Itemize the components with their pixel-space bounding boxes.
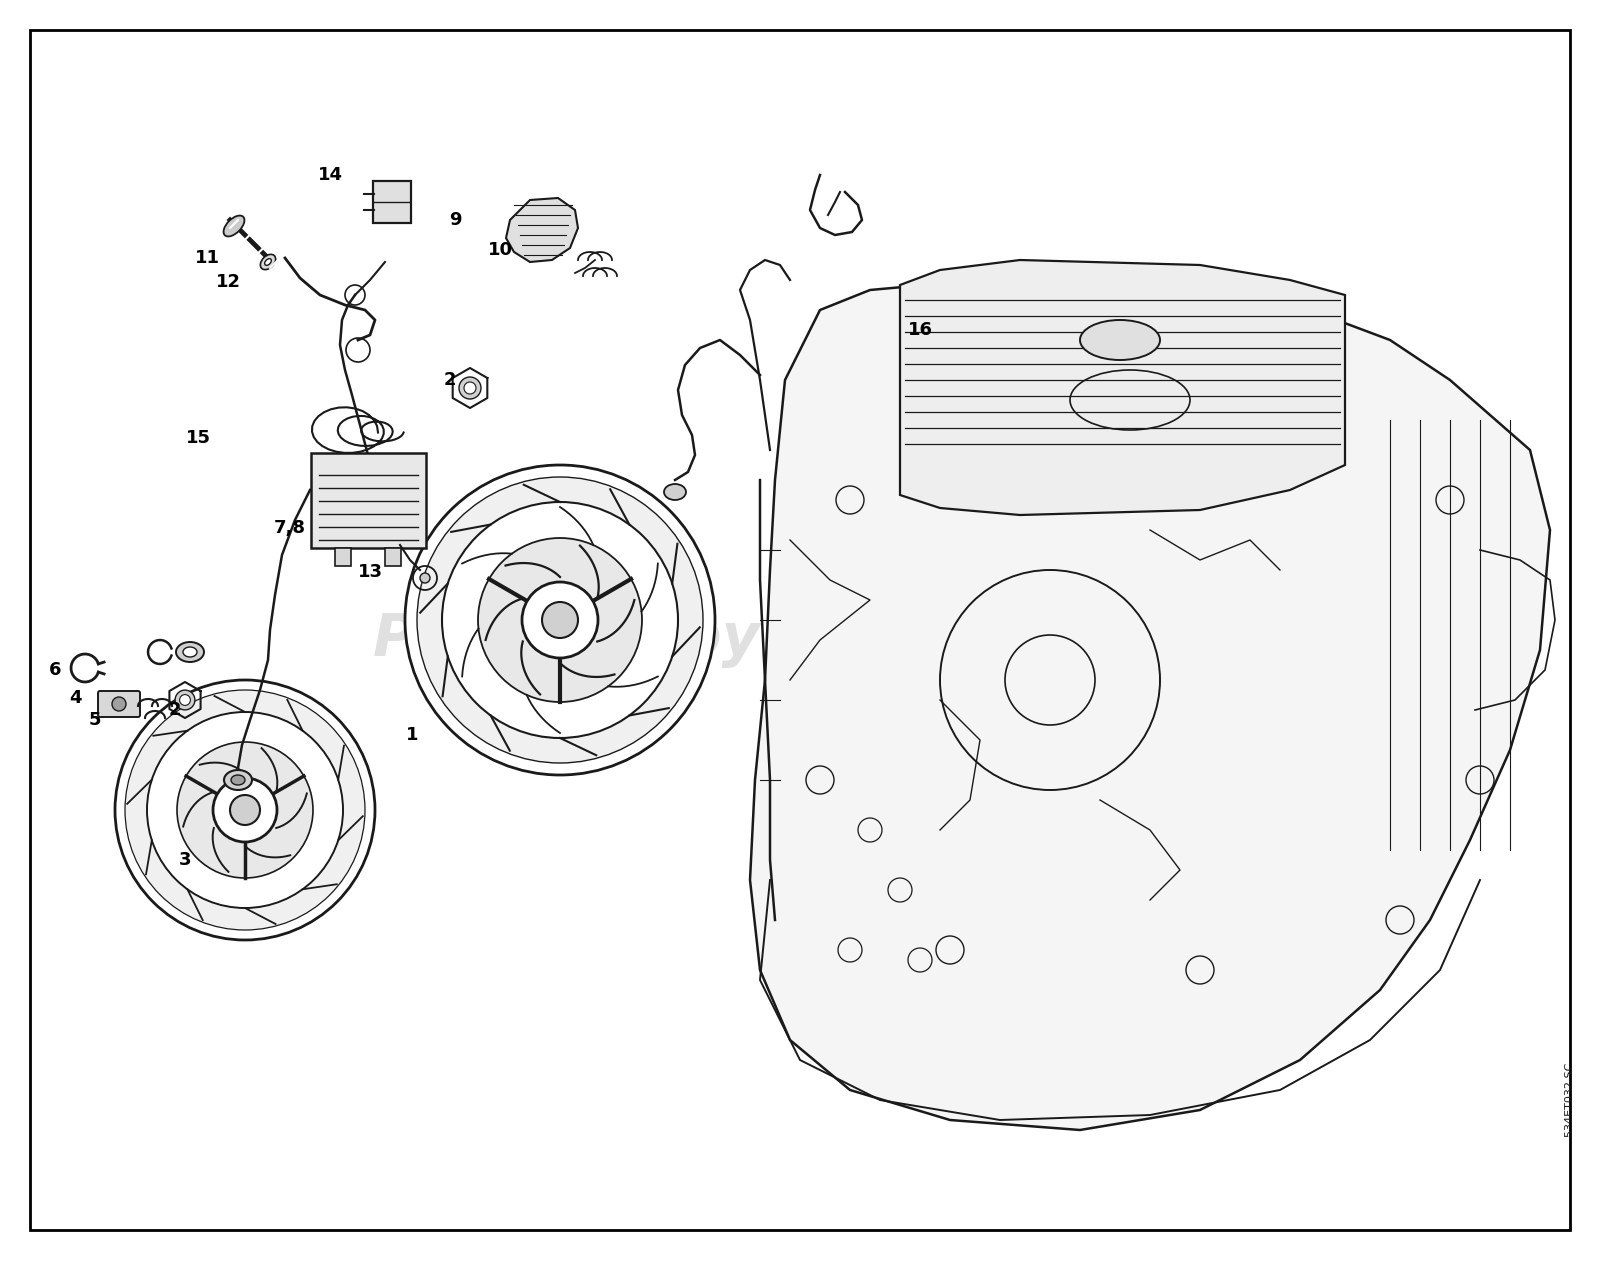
Ellipse shape	[182, 647, 197, 658]
Text: 13: 13	[357, 563, 382, 581]
Text: 4: 4	[69, 689, 82, 707]
Circle shape	[542, 602, 578, 639]
Text: 10: 10	[488, 241, 512, 259]
Text: 12: 12	[216, 273, 240, 292]
Circle shape	[178, 742, 314, 878]
Polygon shape	[506, 198, 578, 262]
Bar	[334, 548, 350, 565]
Text: 5: 5	[88, 711, 101, 729]
Circle shape	[419, 573, 430, 583]
Text: 11: 11	[195, 249, 219, 268]
Ellipse shape	[176, 642, 205, 663]
Text: 9: 9	[448, 211, 461, 228]
Circle shape	[213, 777, 277, 842]
Text: 6: 6	[48, 661, 61, 679]
Text: 15: 15	[186, 429, 211, 447]
Circle shape	[147, 712, 342, 907]
Text: 16: 16	[907, 321, 933, 339]
Circle shape	[115, 680, 374, 940]
Ellipse shape	[264, 259, 272, 265]
Circle shape	[125, 690, 365, 930]
Circle shape	[112, 697, 126, 711]
Circle shape	[174, 690, 195, 711]
Text: 2: 2	[168, 700, 181, 719]
Circle shape	[464, 382, 477, 394]
Ellipse shape	[664, 485, 686, 500]
Circle shape	[478, 538, 642, 702]
Polygon shape	[750, 280, 1550, 1129]
Text: 534ET032 SC: 534ET032 SC	[1565, 1063, 1574, 1137]
FancyBboxPatch shape	[373, 180, 411, 223]
Polygon shape	[899, 260, 1346, 515]
Text: 3: 3	[179, 851, 192, 870]
Text: 7,8: 7,8	[274, 519, 306, 538]
Circle shape	[179, 694, 190, 705]
Circle shape	[405, 464, 715, 775]
Ellipse shape	[1080, 321, 1160, 360]
FancyBboxPatch shape	[310, 453, 426, 548]
Ellipse shape	[224, 770, 253, 790]
Text: 1: 1	[406, 726, 418, 745]
Circle shape	[459, 377, 482, 399]
Circle shape	[442, 502, 678, 738]
Circle shape	[418, 477, 702, 764]
Bar	[386, 548, 402, 565]
Circle shape	[522, 582, 598, 658]
Text: 14: 14	[317, 167, 342, 184]
Ellipse shape	[261, 255, 275, 270]
Circle shape	[230, 795, 259, 825]
Ellipse shape	[224, 216, 245, 236]
FancyBboxPatch shape	[98, 692, 141, 717]
Text: 2: 2	[443, 371, 456, 389]
Text: Powered by Vision Spares: Powered by Vision Spares	[373, 612, 1227, 669]
Ellipse shape	[230, 775, 245, 785]
